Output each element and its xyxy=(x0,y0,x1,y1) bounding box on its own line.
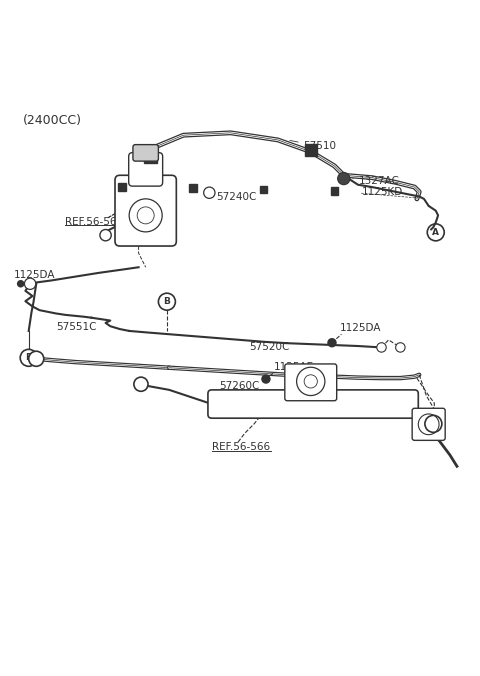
Text: B: B xyxy=(25,354,32,362)
Text: 57260C: 57260C xyxy=(219,381,259,391)
Text: 1125DA: 1125DA xyxy=(340,323,382,333)
Text: 57551C: 57551C xyxy=(56,322,96,332)
Text: 57520C: 57520C xyxy=(250,342,290,352)
Bar xyxy=(189,185,197,192)
Text: 1327AC: 1327AC xyxy=(353,176,400,186)
FancyBboxPatch shape xyxy=(115,175,176,246)
Circle shape xyxy=(204,187,215,198)
FancyBboxPatch shape xyxy=(129,153,163,186)
FancyBboxPatch shape xyxy=(285,364,336,401)
Bar xyxy=(331,187,338,195)
Text: 57240C: 57240C xyxy=(216,191,257,201)
Circle shape xyxy=(327,338,336,347)
FancyBboxPatch shape xyxy=(133,145,158,161)
Bar xyxy=(305,144,317,156)
Text: (2400CC): (2400CC) xyxy=(23,114,82,127)
Circle shape xyxy=(396,343,405,352)
Text: A: A xyxy=(432,228,439,237)
Circle shape xyxy=(29,352,44,366)
Circle shape xyxy=(377,343,386,352)
Circle shape xyxy=(100,230,111,241)
Circle shape xyxy=(337,172,350,185)
Text: A: A xyxy=(430,419,437,429)
Circle shape xyxy=(134,377,148,391)
Circle shape xyxy=(261,375,271,384)
Bar xyxy=(118,183,126,191)
Text: B: B xyxy=(164,297,170,306)
Text: 1125DA: 1125DA xyxy=(13,270,55,280)
Text: 1125KD: 1125KD xyxy=(362,187,403,197)
Bar xyxy=(260,186,267,193)
Circle shape xyxy=(24,278,36,289)
Text: REF.56-566: REF.56-566 xyxy=(212,442,270,452)
FancyBboxPatch shape xyxy=(208,390,418,418)
FancyBboxPatch shape xyxy=(412,408,445,440)
Circle shape xyxy=(17,280,24,287)
Text: REF.56-562: REF.56-562 xyxy=(65,218,124,227)
Text: 57510: 57510 xyxy=(290,141,336,151)
Bar xyxy=(144,151,156,164)
Text: 1125AE: 1125AE xyxy=(274,362,314,372)
